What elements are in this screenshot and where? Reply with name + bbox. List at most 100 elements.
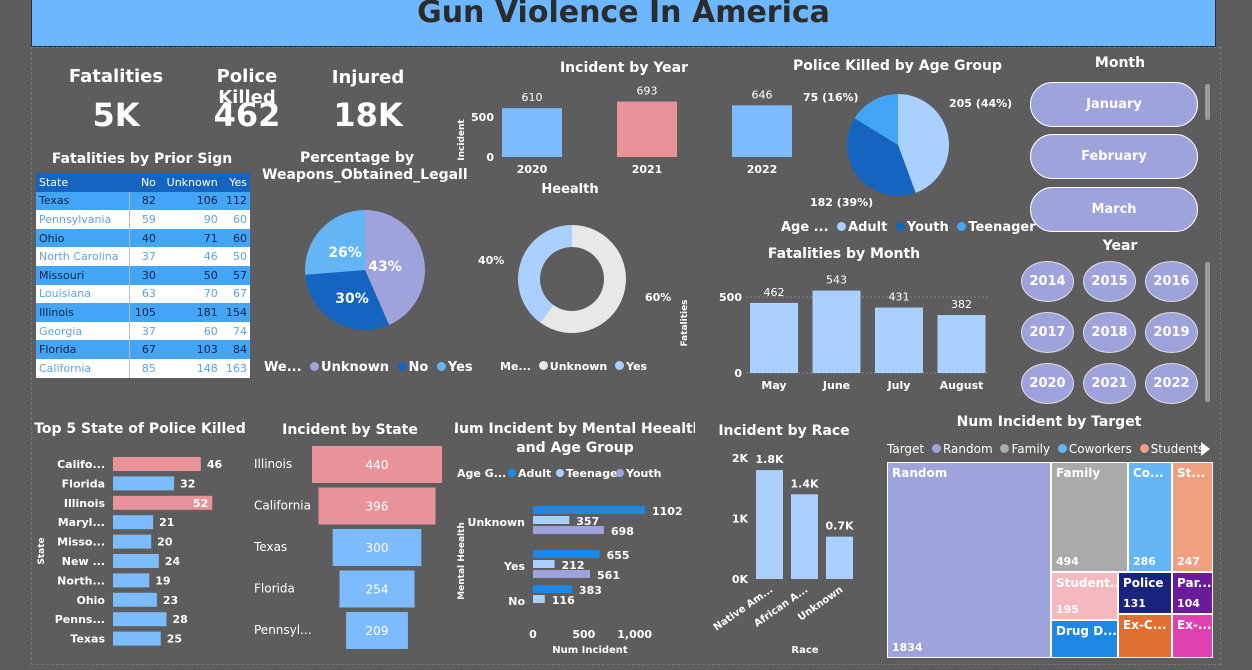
col-no[interactable]: No: [129, 173, 159, 192]
mental-health-chart[interactable]: Num Incident by Mental Heealth and Age Gr…: [455, 416, 695, 658]
bar-misso-[interactable]: [113, 534, 152, 549]
treemap-cell-drug-d[interactable]: Drug D...: [1051, 620, 1118, 658]
year-2016[interactable]: 2016: [1145, 261, 1198, 302]
bar-new-[interactable]: [113, 554, 159, 568]
bar-unknown-adult[interactable]: [533, 506, 645, 514]
bar-florida[interactable]: [113, 476, 175, 491]
year-scrollbar[interactable]: [1205, 262, 1210, 402]
col-yes[interactable]: Yes: [220, 173, 250, 192]
table-row[interactable]: Texas 82 106 112: [36, 191, 250, 211]
pie-slice-youth[interactable]: [847, 118, 916, 196]
police-age-legend-title: Age ...: [781, 220, 829, 235]
year-2017[interactable]: 2017: [1021, 312, 1074, 353]
funnel-bar-california[interactable]: [318, 487, 436, 525]
year-2018[interactable]: 2018: [1083, 312, 1136, 353]
month-january[interactable]: January: [1030, 82, 1198, 127]
treemap-cell-police[interactable]: Police 131: [1118, 572, 1172, 614]
bar-2021[interactable]: [617, 101, 677, 157]
table-row[interactable]: Pennsylvania 59 90 60: [36, 210, 250, 229]
treemap-cell-st[interactable]: St... 247: [1172, 462, 1213, 572]
year-2021[interactable]: 2021: [1083, 363, 1136, 404]
bar-2020[interactable]: [502, 108, 562, 157]
bar-june[interactable]: [812, 290, 861, 373]
police-age-pie[interactable]: [843, 90, 953, 200]
legend-next-arrow-icon[interactable]: [1201, 442, 1210, 456]
bar-yes-teenager[interactable]: [533, 560, 555, 568]
bar-unknown-teenager[interactable]: [533, 516, 570, 524]
top5-police-killed-chart[interactable]: Top 5 State of Police Killed State Califo.…: [34, 416, 249, 652]
bar-yes-youth[interactable]: [533, 570, 591, 578]
table-row[interactable]: Georgia 37 60 74: [36, 321, 250, 341]
year-2022[interactable]: 2022: [1145, 363, 1198, 404]
prior-sign-table[interactable]: State No Unknown Yes Texas 82 106 112 Pennsy…: [36, 173, 250, 378]
month-scrollbar[interactable]: [1205, 84, 1210, 120]
table-row[interactable]: Florida 67 103 84: [36, 340, 250, 359]
cell-state: Pennsylvania: [36, 210, 130, 229]
pie-slice-adult[interactable]: [898, 94, 949, 193]
month-february[interactable]: February: [1030, 134, 1198, 179]
table-row[interactable]: North Carolina 37 46 50: [36, 247, 250, 266]
donut-slice-unknown[interactable]: [540, 225, 626, 333]
bar-penns-[interactable]: [113, 612, 167, 627]
treemap-cell-ex-c[interactable]: Ex-C...: [1118, 614, 1172, 658]
bar-august[interactable]: [937, 315, 986, 373]
col-unknown[interactable]: Unknown: [158, 173, 221, 192]
y-tick-label: 2K: [732, 452, 749, 465]
weapons-legend: We... Unknown No Yes: [264, 360, 473, 375]
bar-maryl-[interactable]: [113, 515, 154, 530]
bar-unknown[interactable]: [826, 536, 853, 579]
health-donut[interactable]: [515, 222, 630, 337]
pie-slice-unknown[interactable]: [365, 210, 426, 325]
col-state[interactable]: State: [36, 173, 130, 192]
donut-slice-yes[interactable]: [518, 225, 572, 323]
bar-value-label: 25: [167, 633, 182, 646]
bar-califo-[interactable]: [113, 457, 201, 471]
treemap-cell-ex[interactable]: Ex-...: [1172, 614, 1213, 658]
incident-by-year-chart[interactable]: Incident by Year Incident 610 2020 693 2021 64…: [452, 56, 797, 181]
cell-state: Ohio: [36, 228, 130, 248]
table-row[interactable]: Louisiana 63 70 67: [36, 284, 250, 304]
table-row[interactable]: Ohio 40 71 60: [36, 228, 250, 248]
funnel-bar-pennsyl-[interactable]: [346, 612, 408, 649]
bar-unknown-youth[interactable]: [533, 526, 604, 534]
bar-texas[interactable]: [113, 631, 161, 646]
bar-ohio[interactable]: [113, 592, 157, 607]
year-2014[interactable]: 2014: [1021, 261, 1074, 302]
pie-slice-no[interactable]: [305, 270, 390, 330]
funnel-bar-florida[interactable]: [339, 570, 415, 608]
year-2019[interactable]: 2019: [1145, 312, 1198, 353]
bar-native-am-[interactable]: [756, 470, 783, 579]
year-2020[interactable]: 2020: [1021, 363, 1074, 404]
treemap-cell-co[interactable]: Co... 286: [1128, 462, 1172, 572]
fatalities-by-month-chart[interactable]: Fatalities by Month Fatalities 462 May 543 Ju…: [674, 243, 1004, 395]
weapons-pie[interactable]: 43% 30% 26%: [300, 205, 430, 335]
bar-african-a-[interactable]: [791, 494, 818, 579]
bar-no-adult[interactable]: [533, 585, 572, 593]
treemap-cell-student[interactable]: Student... 195: [1051, 572, 1118, 620]
funnel-bar-illinois[interactable]: [312, 446, 442, 483]
year-2015[interactable]: 2015: [1083, 261, 1136, 302]
table-row[interactable]: Missouri 30 50 57: [36, 265, 250, 285]
bar-north-[interactable]: [113, 573, 150, 588]
treemap-cell-family[interactable]: Family 494: [1051, 462, 1128, 572]
treemap-cell-random[interactable]: Random 1834: [887, 462, 1051, 658]
month-march[interactable]: March: [1030, 187, 1198, 232]
table-row[interactable]: California 85 148 163: [36, 358, 250, 378]
treemap[interactable]: Random 1834 Family 494 Co... 286 St... 247 Stude…: [887, 462, 1213, 658]
funnel-value-label: 396: [366, 500, 389, 514]
bar-may[interactable]: [750, 302, 798, 373]
bar-yes-adult[interactable]: [533, 550, 600, 558]
table-row[interactable]: Illinois 105 181 154: [36, 303, 250, 322]
bar-july[interactable]: [875, 307, 923, 373]
bar-2022[interactable]: [732, 105, 792, 157]
treemap-cell-par[interactable]: Par... 104: [1172, 572, 1213, 614]
pie-slice-teenager[interactable]: [854, 94, 898, 145]
incident-by-state-funnel[interactable]: Incident by State Illinois 440 California 39…: [250, 416, 455, 652]
y-tick-label: Yes: [503, 560, 525, 573]
bar-no-teenager[interactable]: [533, 595, 545, 603]
funnel-bar-texas[interactable]: [332, 529, 422, 566]
pie-label: 26%: [328, 245, 362, 261]
pie-slice-yes[interactable]: [305, 210, 365, 275]
bar-illinois[interactable]: [113, 495, 213, 510]
